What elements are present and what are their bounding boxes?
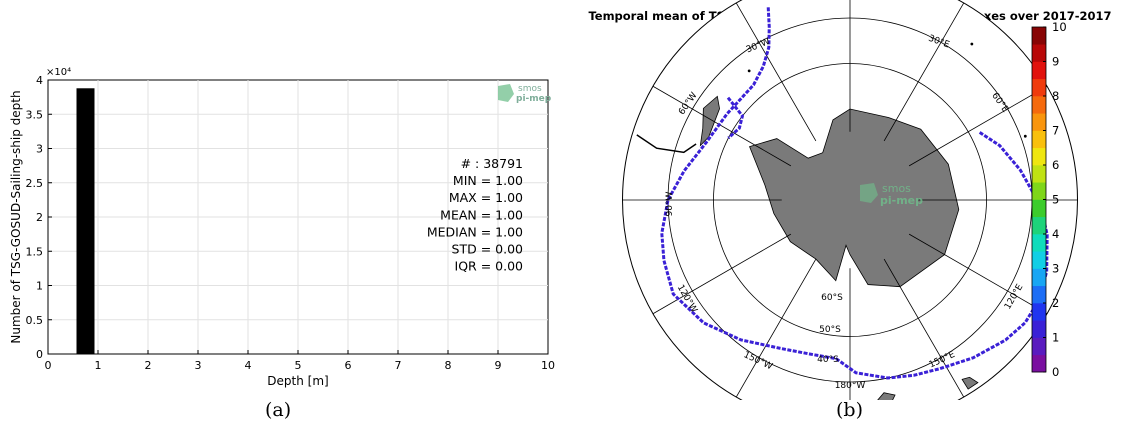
colorbar-segment <box>1032 165 1046 183</box>
x-tick-label: 9 <box>495 359 502 372</box>
meridian-line <box>908 233 1048 315</box>
logo-text-bottom: pi-mep <box>516 94 552 104</box>
y-tick-label: 2 <box>36 211 43 224</box>
south-america-coast <box>636 134 697 154</box>
colorbar-tick-label: 6 <box>1052 158 1059 172</box>
colorbar-segment <box>1032 96 1046 114</box>
stat-line: IQR = 0.00 <box>455 259 524 274</box>
x-tick-label: 5 <box>295 359 302 372</box>
colorbar-segment <box>1032 251 1046 269</box>
colorbar-tick-label: 10 <box>1052 20 1067 34</box>
x-tick-label: 4 <box>245 359 252 372</box>
colorbar-tick-label: 3 <box>1052 262 1059 276</box>
colorbar-segment <box>1032 234 1046 252</box>
meridian-line <box>652 85 792 167</box>
colorbar-segment <box>1032 285 1046 304</box>
y-tick-label: 0 <box>36 348 43 361</box>
y-multiplier-label: ×10⁴ <box>46 67 71 78</box>
colorbar-segment <box>1032 337 1046 356</box>
x-axis-label: Depth [m] <box>267 374 328 388</box>
new-zealand-land <box>877 392 896 400</box>
colorbar-tick-label: 2 <box>1052 296 1059 310</box>
y-tick-label: 3 <box>36 143 43 156</box>
colorbar-segment <box>1032 27 1046 45</box>
x-tick-label: 8 <box>445 359 452 372</box>
y-tick-label: 1.5 <box>26 245 44 258</box>
colorbar-segment <box>1032 182 1046 200</box>
latitude-label: 40°S <box>817 355 839 365</box>
map-panel: Temporal mean of TSG-GOSUD-Sailing-ship … <box>588 0 1112 400</box>
x-tick-label: 3 <box>195 359 202 372</box>
meridian-line <box>883 2 965 142</box>
x-tick-label: 7 <box>395 359 402 372</box>
logo-text-bottom: pi-mep <box>880 194 923 207</box>
logo-mark <box>498 84 514 102</box>
ship-track-segment <box>726 96 745 140</box>
stat-line: # : 38791 <box>461 156 523 171</box>
x-tick-label: 6 <box>345 359 352 372</box>
colorbar-tick-label: 5 <box>1052 193 1059 207</box>
y-axis-label: Number of TSG-GOSUD-Sailing-ship depth <box>9 90 23 343</box>
latitude-label: 60°S <box>821 293 843 303</box>
meridian-line <box>908 85 1048 167</box>
colorbar-segment <box>1032 354 1046 373</box>
colorbar-tick-label: 4 <box>1052 227 1059 241</box>
meridian-line <box>883 258 965 398</box>
meridian-line <box>735 2 817 142</box>
tasmania-land <box>961 376 979 390</box>
logo-text-top: smos <box>518 84 542 94</box>
histogram-bar <box>76 88 95 354</box>
meridian-line <box>652 233 792 315</box>
stat-line: MIN = 1.00 <box>453 173 523 188</box>
colorbar-segment <box>1032 199 1046 218</box>
colorbar-segment <box>1032 78 1046 97</box>
colorbar-tick-label: 1 <box>1052 331 1059 345</box>
colorbar-segment <box>1032 147 1046 166</box>
island <box>747 69 751 73</box>
x-tick-label: 10 <box>541 359 555 372</box>
colorbar-tick-label: 0 <box>1052 365 1059 379</box>
latitude-label: 50°S <box>819 325 841 335</box>
stat-line: STD = 0.00 <box>452 242 523 257</box>
longitude-label: 180°W <box>835 381 866 391</box>
island <box>970 42 974 46</box>
colorbar-segment <box>1032 303 1046 321</box>
colorbar-segment <box>1032 268 1046 287</box>
y-tick-label: 0.5 <box>26 314 44 327</box>
colorbar-segment <box>1032 44 1046 62</box>
colorbar-tick-label: 7 <box>1052 124 1059 138</box>
y-tick-label: 1 <box>36 280 43 293</box>
stat-line: MAX = 1.00 <box>449 190 523 205</box>
stat-line: MEDIAN = 1.00 <box>427 224 523 239</box>
island <box>1023 134 1027 138</box>
y-tick-label: 2.5 <box>26 177 44 190</box>
logo-text-top: smos <box>882 182 911 195</box>
logo-mark <box>860 183 878 203</box>
meridian-line <box>735 258 817 398</box>
colorbar-segment <box>1032 130 1046 149</box>
x-tick-label: 0 <box>45 359 52 372</box>
caption-a: (a) <box>265 399 292 421</box>
stat-line: MEAN = 1.00 <box>440 207 523 222</box>
colorbar-segment <box>1032 216 1046 235</box>
x-tick-label: 1 <box>95 359 102 372</box>
y-tick-label: 4 <box>36 74 43 87</box>
longitude-label: 90°W <box>665 191 675 216</box>
colorbar-tick-label: 8 <box>1052 89 1059 103</box>
colorbar-tick-label: 9 <box>1052 55 1059 69</box>
colorbar-segment <box>1032 113 1046 131</box>
caption-b: (b) <box>836 399 863 421</box>
colorbar-segment <box>1032 320 1046 338</box>
colorbar-segment <box>1032 61 1046 80</box>
x-tick-label: 2 <box>145 359 152 372</box>
y-tick-label: 3.5 <box>26 108 44 121</box>
